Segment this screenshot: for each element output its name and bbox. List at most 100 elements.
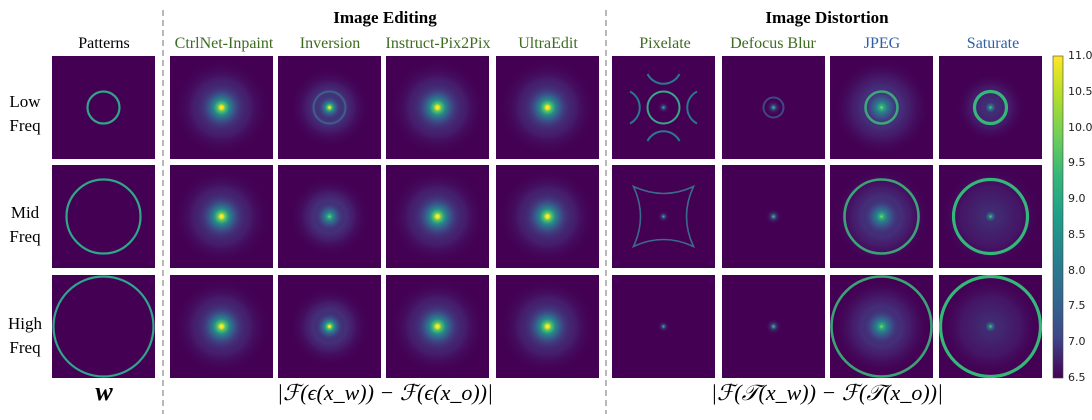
colorbar-tick-label: 8.5	[1068, 227, 1086, 241]
panel-instruct-pix2pix-low-freq	[386, 56, 489, 159]
center-peak	[521, 190, 574, 243]
row-label-line1: Low	[9, 92, 41, 111]
panel-background	[52, 275, 155, 378]
center-peak	[861, 306, 902, 347]
col-title-pixelate: Pixelate	[639, 35, 691, 52]
col-title-saturate: Saturate	[966, 35, 1020, 52]
colorbar-tick-label: 10.0	[1068, 120, 1092, 134]
row-label-high-freq: High Freq	[0, 312, 50, 360]
center-peak	[657, 101, 670, 114]
col-title-ultraedit: UltraEdit	[518, 35, 578, 52]
ring	[65, 178, 142, 255]
panel-jpeg-low-freq	[830, 56, 933, 159]
center-peak	[315, 93, 344, 122]
center-peak	[765, 208, 782, 225]
center-peak	[411, 190, 464, 243]
center-peak	[657, 320, 670, 333]
col-title-jpeg: JPEG	[863, 35, 901, 52]
row-label-line1: Mid	[10, 203, 40, 222]
panel-patterns-mid-freq	[52, 165, 155, 268]
ring	[864, 90, 899, 125]
center-peak	[861, 87, 902, 128]
center-peak	[983, 319, 998, 334]
panel-pixelate-low-freq	[612, 56, 715, 159]
center-peak	[657, 210, 670, 223]
colorbar	[1052, 55, 1064, 379]
panel-pixelate-high-freq	[612, 275, 715, 378]
center-peak	[411, 81, 464, 134]
center-peak	[195, 300, 248, 353]
panel-background	[52, 165, 155, 268]
ring	[972, 89, 1009, 126]
panel-ultraedit-mid-freq	[496, 165, 599, 268]
col-title-instruct-pix2pix: Instruct-Pix2Pix	[385, 35, 491, 52]
row-label-mid-freq: Mid Freq	[0, 201, 50, 249]
colorbar-tick-label: 10.5	[1068, 84, 1092, 98]
center-peak	[983, 209, 998, 224]
center-peak	[313, 200, 346, 233]
ring	[52, 275, 155, 378]
panel-ctrlnet-inpaint-high-freq	[170, 275, 273, 378]
panel-instruct-pix2pix-high-freq	[386, 275, 489, 378]
row-label-low-freq: Low Freq	[0, 90, 50, 138]
panel-ultraedit-high-freq	[496, 275, 599, 378]
panel-defocus-blur-high-freq	[722, 275, 825, 378]
col-title-patterns: Patterns	[78, 35, 130, 52]
ring	[762, 96, 785, 119]
alias-arc	[686, 90, 698, 125]
colorbar-tick-label: 6.5	[1068, 371, 1086, 384]
center-peak	[521, 81, 574, 134]
ring	[830, 275, 933, 378]
colorbar-tick-label: 9.5	[1068, 156, 1086, 170]
panel-patterns-low-freq	[52, 56, 155, 159]
row-label-line2: Freq	[9, 227, 41, 246]
colorbar-tick-label: 7.0	[1068, 335, 1086, 349]
bottom-label-w: w	[95, 377, 113, 406]
panel-jpeg-high-freq	[830, 275, 933, 378]
center-peak	[983, 100, 998, 115]
center-peak	[521, 300, 574, 353]
colorbar-tick-label: 8.0	[1068, 263, 1086, 277]
center-peak	[195, 81, 248, 134]
panel-background	[52, 56, 155, 159]
group-title-distortion: Image Distortion	[765, 8, 889, 27]
col-title-ctrlnet-inpaint: CtrlNet-Inpaint	[174, 35, 274, 52]
ring	[86, 90, 121, 125]
row-label-line1: High	[8, 314, 42, 333]
panel-ctrlnet-inpaint-mid-freq	[170, 165, 273, 268]
ring	[646, 90, 681, 125]
ring	[843, 178, 920, 255]
panel-saturate-high-freq	[939, 275, 1042, 378]
panel-patterns-high-freq	[52, 275, 155, 378]
panel-saturate-mid-freq	[939, 165, 1042, 268]
center-peak	[861, 196, 902, 237]
ring	[939, 275, 1042, 378]
panel-inversion-low-freq	[278, 56, 381, 159]
center-peak	[765, 99, 782, 116]
panel-pixelate-mid-freq	[612, 165, 715, 268]
panel-ultraedit-low-freq	[496, 56, 599, 159]
ring	[312, 90, 347, 125]
row-label-line2: Freq	[9, 116, 41, 135]
panel-defocus-blur-mid-freq	[722, 165, 825, 268]
alias-star	[631, 184, 696, 249]
alias-arc	[629, 90, 641, 125]
panel-inversion-high-freq	[278, 275, 381, 378]
group-title-editing: Image Editing	[333, 8, 437, 27]
panel-jpeg-mid-freq	[830, 165, 933, 268]
row-label-line2: Freq	[9, 338, 41, 357]
alias-arc	[646, 130, 681, 142]
bottom-label-distortion-formula: |ℱ(𝒯(x_w)) − ℱ(𝒯(x_o))|	[710, 380, 944, 405]
panel-inversion-mid-freq	[278, 165, 381, 268]
ring	[951, 177, 1030, 256]
center-peak	[765, 318, 782, 335]
panel-ctrlnet-inpaint-low-freq	[170, 56, 273, 159]
colorbar-tick-label: 9.0	[1068, 192, 1086, 206]
alias-arc	[646, 73, 681, 85]
col-title-defocus-blur: Defocus Blur	[730, 35, 816, 52]
bottom-label-editing-formula: |ℱ(ϵ(x_w)) − ℱ(ϵ(x_o))|	[276, 380, 494, 405]
colorbar-tick-label: 11.0	[1068, 49, 1092, 62]
col-title-inversion: Inversion	[299, 35, 361, 52]
